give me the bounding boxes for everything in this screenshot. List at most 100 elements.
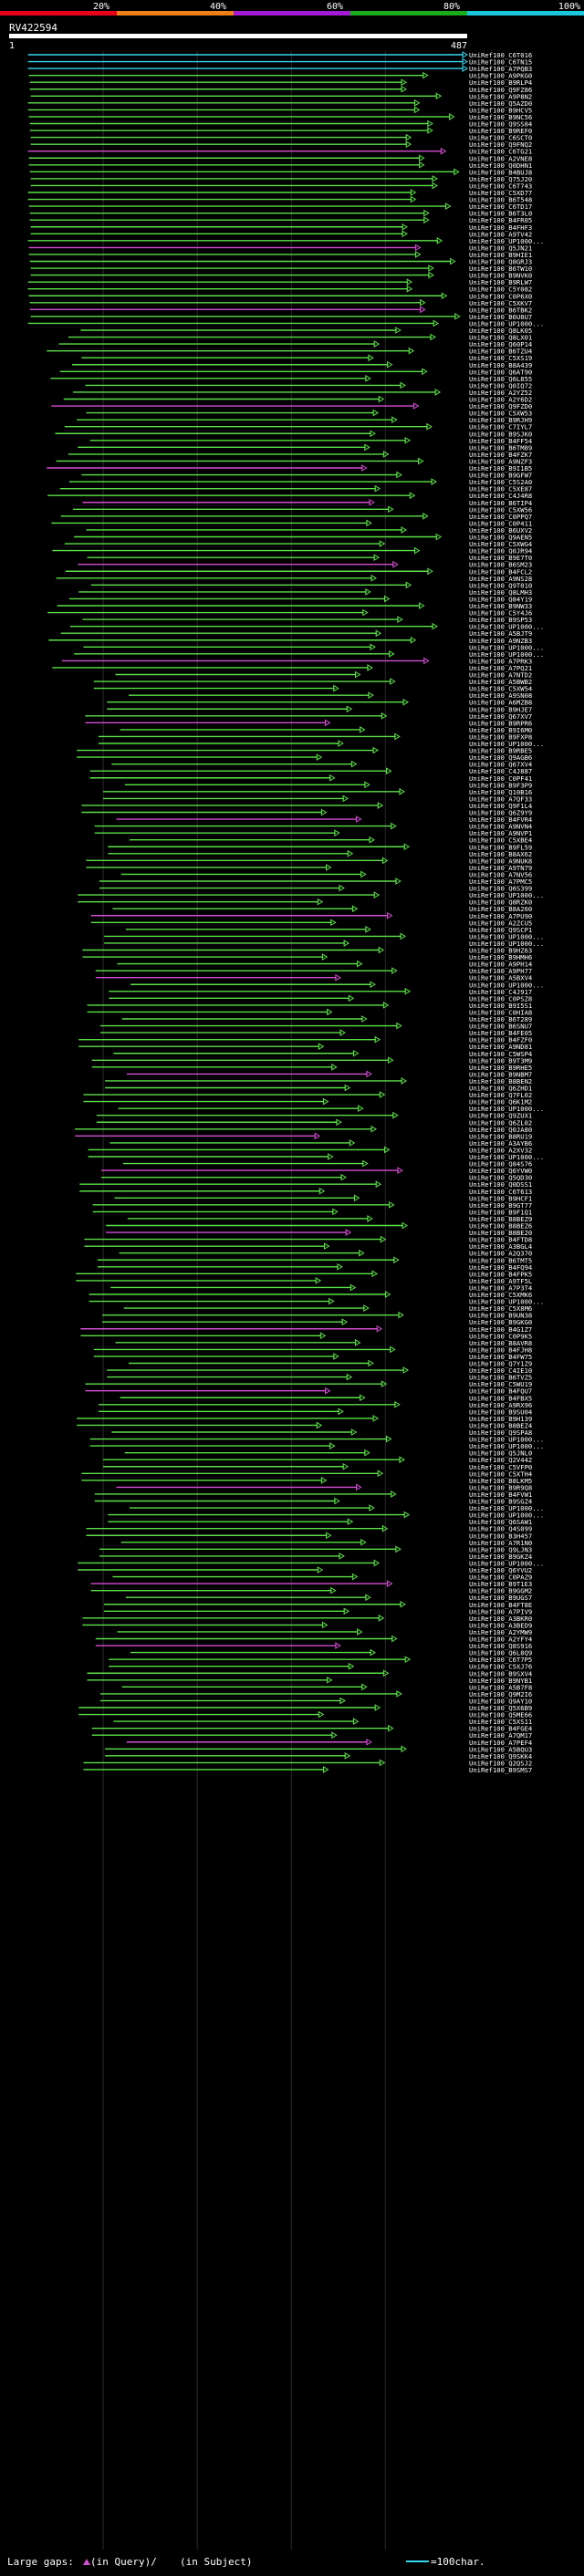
hit-row: UniRef100_B9RBE5 <box>77 747 532 755</box>
hit-arrow <box>377 1470 384 1478</box>
hit-row: UniRef100_Q60P14 <box>58 340 532 348</box>
hit-row: UniRef100_C5Y082 <box>27 286 532 294</box>
hit-label: UniRef100_A5BWB2 <box>469 678 532 686</box>
hit-arrow <box>396 1022 402 1030</box>
hit-label: UniRef100_Q2V442 <box>469 1456 532 1464</box>
hit-row: UniRef100_B4FZF0 <box>78 1036 532 1044</box>
hit-arrow <box>419 161 425 169</box>
hit-label: UniRef100_C6TD17 <box>469 203 532 211</box>
hit-row: UniRef100_B9UN38 <box>102 1312 532 1320</box>
hit-arrow <box>328 1297 335 1305</box>
hit-label: UniRef100_Q5JN21 <box>469 244 532 252</box>
hit-row: UniRef100_A9NS28 <box>56 575 532 583</box>
hit-row: UniRef100_Q6AT90 <box>59 368 532 376</box>
hit-row: UniRef100_C6T613 <box>79 1188 532 1196</box>
hit-row: UniRef100_B4FPK5 <box>76 1270 532 1278</box>
hit-label: UniRef100_A2ZCU5 <box>469 919 532 927</box>
hit-arrow <box>366 1070 372 1078</box>
hit-row: UniRef100_A6MZB8 <box>107 699 532 707</box>
hit-arrow <box>404 436 412 444</box>
hit-arrow <box>462 57 468 66</box>
hit-row: UniRef100_Q9AY10 <box>99 1697 532 1705</box>
hit-arrow <box>379 1759 386 1767</box>
hit-row: UniRef100_Q8S916 <box>95 1642 532 1650</box>
hit-label: UniRef100_Q9F1L4 <box>469 802 532 810</box>
hit-arrow <box>454 313 461 320</box>
hit-arrow <box>377 802 384 809</box>
hit-row: UniRef100_A2Y6D2 <box>63 396 532 404</box>
hit-label: UniRef100_B4FJH8 <box>469 1345 532 1354</box>
hit-row: UniRef100_Q0DHN1 <box>28 161 532 170</box>
hit-row: UniRef100_B9H139 <box>77 1415 532 1423</box>
hit-row: UniRef100_A7P3T4 <box>110 1283 532 1292</box>
hit-row: UniRef100_Q8GRJ3 <box>29 258 532 266</box>
hit-label: UniRef100_A7NTD2 <box>469 671 532 680</box>
hit-arrow <box>462 65 468 72</box>
hit-arrow <box>401 85 407 93</box>
hit-arrow <box>462 51 468 58</box>
hit-arrow <box>397 616 403 623</box>
hit-label: UniRef100_B6TW10 <box>469 265 532 273</box>
hit-arrow <box>399 787 405 795</box>
hit-row: UniRef100_C0PF41 <box>89 774 532 783</box>
hit-arrow <box>365 374 371 382</box>
hit-label: UniRef100_UP1000... <box>469 1298 544 1306</box>
hit-label: UniRef100_A2Q370 <box>469 1250 532 1258</box>
hit-label: UniRef100_A9TF5L <box>469 1277 532 1285</box>
hit-arrow <box>396 1690 402 1698</box>
hit-row: UniRef100_A9RX96 <box>98 1401 532 1409</box>
hit-row: UniRef100_Q5JN21 <box>28 244 532 252</box>
hit-label: UniRef100_C5XW54 <box>469 685 532 693</box>
hit-label: UniRef100_A5BQU3 <box>469 1745 532 1753</box>
hit-label: UniRef100_B9GKZ4 <box>469 1553 532 1561</box>
hit-label: UniRef100_B4FPK5 <box>469 1270 532 1278</box>
hit-arrow <box>356 815 362 823</box>
hit-arrow <box>379 1091 386 1098</box>
hit-label: UniRef100_C0P9K5 <box>469 1332 532 1340</box>
hit-row: UniRef100_B4FBX5 <box>120 1394 532 1402</box>
hit-row: UniRef100_Q0IQ72 <box>85 381 532 390</box>
hit-row: UniRef100_Q9AGB6 <box>77 753 532 762</box>
hit-arrow <box>366 1738 372 1746</box>
hit-arrow <box>317 1566 324 1574</box>
hit-row: UniRef100_Q6ZHD1 <box>105 1085 532 1093</box>
hit-row: UniRef100_B8A439 <box>72 361 532 369</box>
hit-label: UniRef100_B9NBM7 <box>469 1070 532 1078</box>
hit-arrow <box>372 409 380 417</box>
hit-row: UniRef100_B4FVW1 <box>94 1491 532 1499</box>
hit-label: UniRef100_A3BGL4 <box>469 1242 532 1251</box>
hit-row: UniRef100_B4FVR4 <box>116 815 532 824</box>
hit-row: UniRef100_B9GGM2 <box>90 1587 532 1595</box>
hit-label: UniRef100_C5XJ76 <box>469 1663 532 1671</box>
hit-row: UniRef100_C5XTH4 <box>81 1470 532 1478</box>
hit-row: UniRef100_Q9F1L4 <box>81 802 532 810</box>
hit-row: UniRef100_B8BEN2 <box>105 1077 532 1085</box>
hit-arrow <box>402 1221 409 1230</box>
hit-rows: UniRef100_C6T016UniRef100_C6TN15UniRef10… <box>27 51 544 1774</box>
hit-label: UniRef100_B4FBX5 <box>469 1394 532 1402</box>
hit-row: UniRef100_Q0DSS1 <box>79 1180 532 1189</box>
hit-arrow <box>435 92 443 100</box>
hit-label: UniRef100_Q67XV4 <box>469 761 532 769</box>
hit-label: UniRef100_A9P8N2 <box>469 92 532 100</box>
hit-label: UniRef100_B4FT8E <box>469 1601 532 1609</box>
hit-row: UniRef100_B9RLP4 <box>29 78 532 87</box>
hit-arrow <box>325 719 331 727</box>
hit-row: UniRef100_B9GKZ4 <box>99 1553 532 1561</box>
scale-band-20-40 <box>117 11 234 16</box>
hit-row: UniRef100_Q9ZUX1 <box>96 1112 532 1120</box>
hit-row: UniRef100_Q8LK05 <box>80 327 532 335</box>
hit-arrow <box>336 1118 342 1127</box>
hit-row: UniRef100_B9I6M0 <box>120 726 532 734</box>
hit-row: UniRef100_Q0JA80 <box>75 1126 532 1134</box>
hit-row: UniRef100_B9SJK0 <box>55 430 532 438</box>
hit-arrow <box>316 1421 323 1429</box>
hit-row: UniRef100_A9PH14 <box>117 961 532 969</box>
hit-row: UniRef100_B4FQ94 <box>97 1263 532 1272</box>
hit-arrow <box>365 925 371 933</box>
hit-arrow <box>331 1063 338 1071</box>
hit-label: UniRef100_A7QM17 <box>469 1731 532 1740</box>
hit-label: UniRef100_B6SM23 <box>469 561 532 569</box>
hit-arrow <box>368 354 374 362</box>
hit-arrow <box>342 1462 349 1470</box>
